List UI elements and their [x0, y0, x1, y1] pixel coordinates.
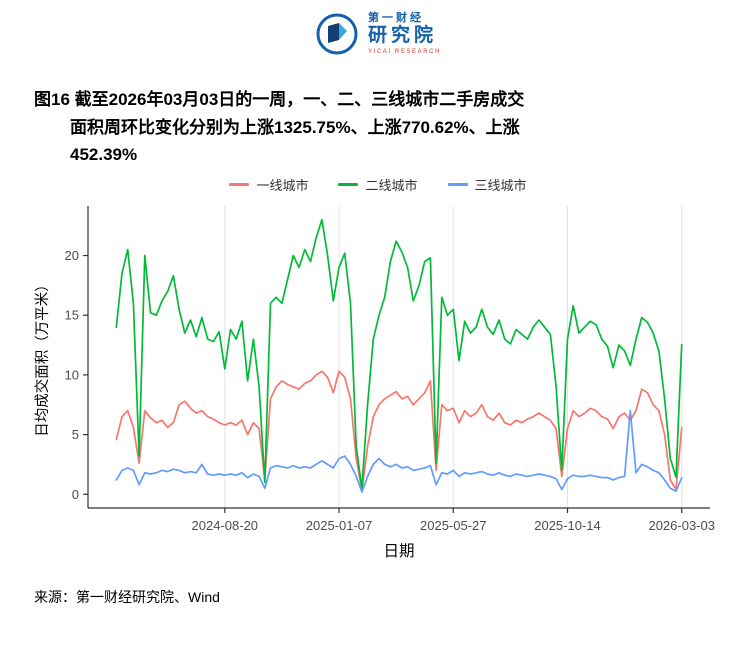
legend-item-tier2: 二线城市	[338, 175, 418, 194]
figure-title-line: 面积周环比变化分别为上涨1325.75%、上涨770.62%、上涨	[70, 117, 520, 137]
y-axis-title: 日均成交面积（万平米）	[33, 277, 51, 437]
x-tick-label: 2024-08-20	[192, 518, 259, 533]
chart-legend: 一线城市 二线城市 三线城市	[34, 175, 722, 194]
y-tick-label: 20	[65, 248, 79, 263]
logo-brand-bottom: 研究院	[367, 24, 437, 46]
legend-item-tier1: 一线城市	[229, 175, 308, 194]
figure-title-line: 图16 截至2026年03月03日的一周，一、二、三线城市二手房成交	[34, 90, 525, 109]
legend-label: 三线城市	[474, 177, 527, 193]
legend-item-tier3: 三线城市	[447, 175, 527, 194]
logo-brand-subtitle: YICAI RESEARCH	[367, 48, 442, 55]
legend-label: 一线城市	[256, 177, 309, 193]
chart-figure: 0 5 10 15 20 2024-08-20 2025-01-07 2025-05-27 20…	[32, 198, 722, 575]
y-tick-label: 0	[72, 486, 79, 501]
line-chart: 0 5 10 15 20 2024-08-20 2025-01-07 2025-05-27 20…	[33, 205, 715, 560]
legend-key-icon	[229, 182, 250, 186]
legend-label: 二线城市	[365, 177, 418, 193]
y-tick-label: 15	[65, 307, 79, 322]
series-line-tier3	[115, 409, 683, 493]
figure-title: 图16 截至2026年03月03日的一周，一、二、三线城市二手房成交面积周环比变…	[34, 86, 722, 169]
series-line-tier1	[115, 370, 683, 492]
y-tick-label: 5	[72, 427, 79, 442]
legend-key-icon	[447, 182, 468, 186]
series-line-tier2	[115, 218, 683, 489]
source-note: 来源：第一财经研究院、Wind	[34, 588, 220, 605]
x-tick-label: 2025-10-14	[534, 518, 601, 533]
x-tick-label: 2025-05-27	[420, 518, 487, 533]
yicai-logo-text: 第一财经 研究院 YICAI RESEARCH	[368, 12, 441, 55]
x-axis-title: 日期	[383, 542, 414, 560]
logo-brand-top: 第一财经	[367, 12, 424, 25]
x-tick-label: 2026-03-03	[648, 518, 715, 533]
y-tick-label: 10	[65, 367, 79, 382]
legend-key-icon	[338, 182, 359, 186]
figure-title-line: 452.39%	[70, 145, 138, 165]
yicai-logo-icon	[316, 13, 358, 55]
x-tick-label: 2025-01-07	[306, 518, 373, 533]
yicai-logo: 第一财经 研究院 YICAI RESEARCH	[34, 12, 722, 56]
